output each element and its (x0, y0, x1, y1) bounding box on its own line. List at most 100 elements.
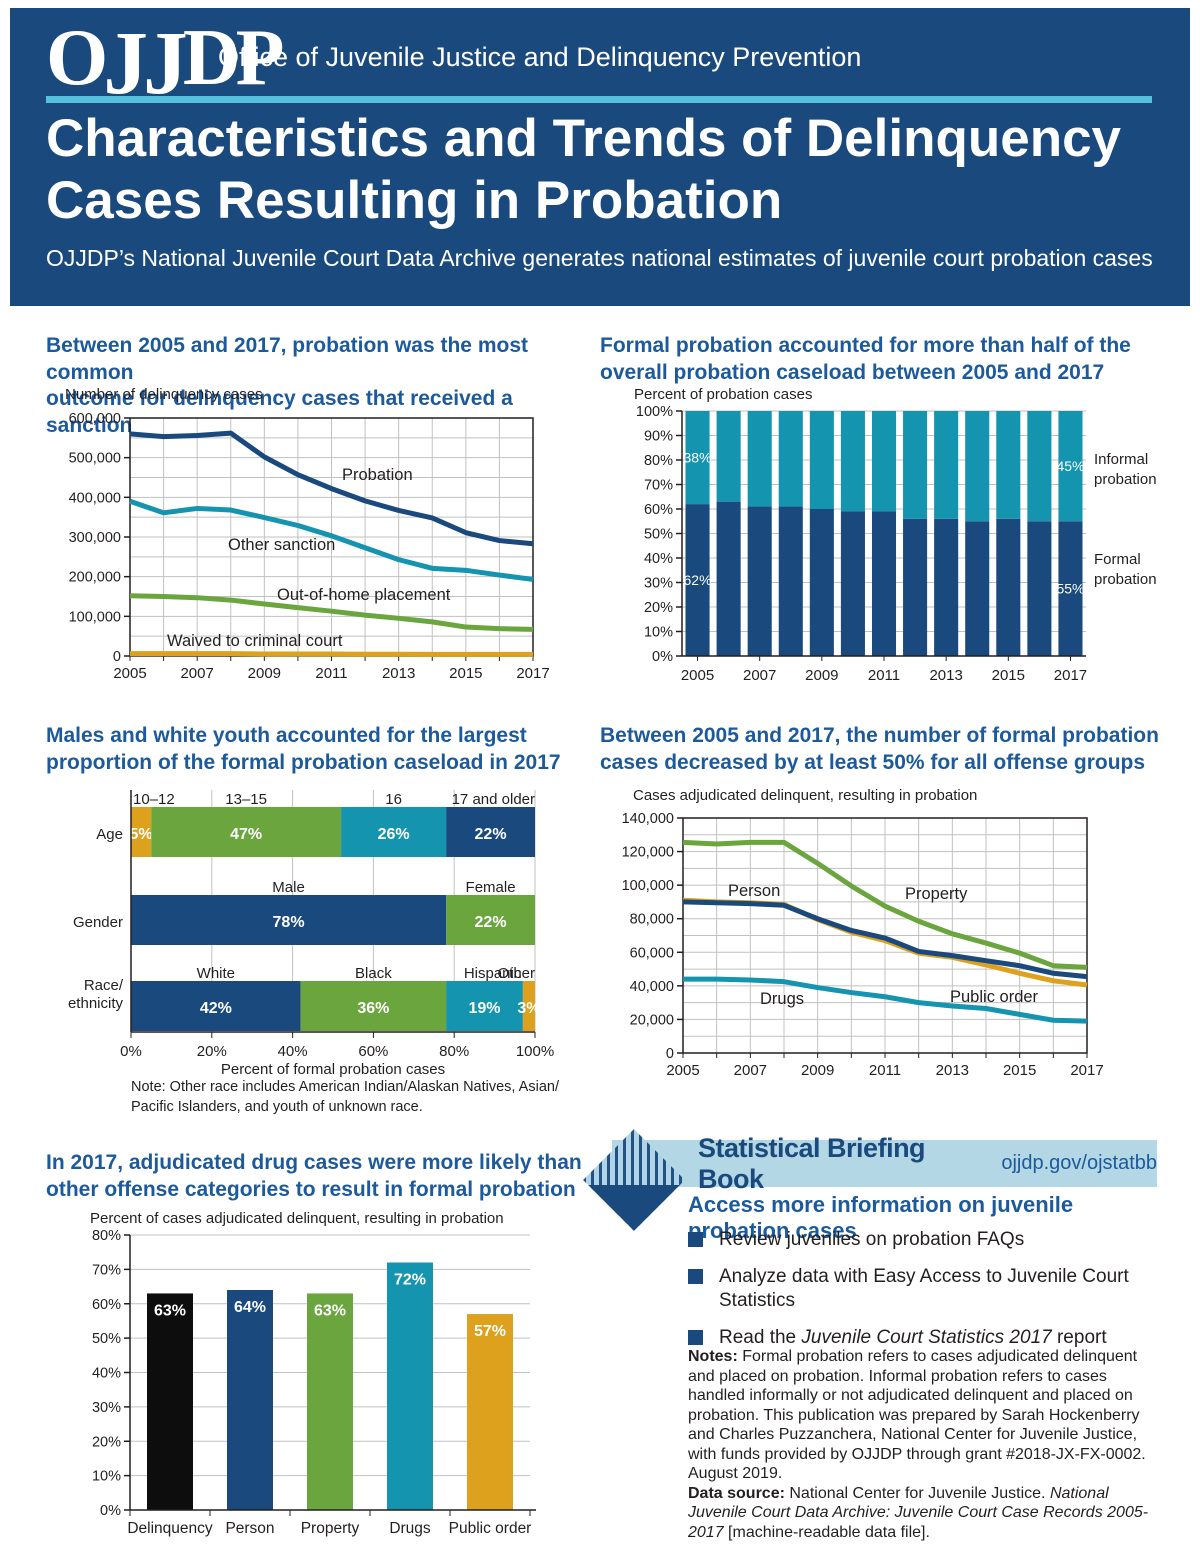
svg-text:40%: 40% (644, 551, 673, 567)
svg-text:500,000: 500,000 (69, 451, 121, 467)
svg-text:100,000: 100,000 (69, 609, 121, 625)
svg-text:2015: 2015 (449, 665, 482, 682)
page-subtitle: OJJDP’s National Juvenile Court Data Arc… (46, 245, 1153, 271)
heading-demographics: Males and white youth accounted for the … (46, 724, 561, 774)
bullet-square-icon (688, 1268, 703, 1284)
svg-text:120,000: 120,000 (622, 845, 674, 861)
svg-text:50%: 50% (644, 527, 673, 543)
svg-text:100,000: 100,000 (622, 878, 674, 894)
svg-text:Public order: Public order (950, 988, 1039, 1006)
heading-sanction-trends: Between 2005 and 2017, probation was the… (46, 334, 528, 437)
svg-text:Male: Male (272, 879, 305, 896)
briefing-book-tagline: Access more information on juvenile prob… (688, 1192, 1074, 1243)
svg-text:20,000: 20,000 (630, 1012, 674, 1028)
svg-text:17 and older: 17 and older (452, 791, 535, 808)
formal-informal-stacked-chart: 38% 62% 45% 55% 0% 10% 20% 30% 40% 50% 60% 70% 80% 90… (600, 380, 1180, 695)
demographics-hbar-chart: Age 5% 10–12 47% 13–15 26% 16 22% 17 and older Ge… (46, 782, 566, 1082)
bullet-square-icon (688, 1329, 703, 1345)
svg-text:Probation: Probation (342, 466, 413, 484)
svg-text:Age: Age (96, 826, 123, 843)
svg-text:400,000: 400,000 (69, 490, 121, 506)
svg-text:2013: 2013 (382, 665, 415, 682)
svg-text:80%: 80% (644, 453, 673, 469)
svg-text:50%: 50% (92, 1331, 121, 1347)
svg-text:2007: 2007 (743, 667, 776, 684)
svg-text:0%: 0% (100, 1503, 121, 1519)
svg-text:2005: 2005 (681, 667, 714, 684)
svg-text:2013: 2013 (929, 667, 962, 684)
svg-text:70%: 70% (644, 478, 673, 494)
logo-letters-dp: DP (182, 14, 285, 102)
svg-text:70%: 70% (92, 1262, 121, 1278)
svg-text:2015: 2015 (992, 667, 1025, 684)
bullet-text: Analyze data with Easy Access to Juvenil… (719, 1265, 1129, 1311)
ojjdp-logo: OJJDP (46, 10, 285, 108)
bullet-probation-faqs: Review juveniles on probation FAQs (688, 1228, 1158, 1252)
svg-text:20%: 20% (92, 1434, 121, 1450)
svg-text:probation: probation (1094, 471, 1157, 488)
svg-text:2011: 2011 (868, 667, 900, 684)
svg-text:Cases adjudicated delinquent,: Cases adjudicated delinquent, resulting … (633, 787, 977, 804)
heading-offense-trends: Between 2005 and 2017, the number of for… (600, 724, 1159, 774)
report-title-italic: Juvenile Court Statistics 2017 (801, 1326, 1052, 1348)
svg-text:2007: 2007 (734, 1062, 767, 1079)
svg-text:40%: 40% (92, 1366, 121, 1382)
svg-text:Informal: Informal (1094, 451, 1148, 468)
svg-text:20%: 20% (197, 1043, 227, 1060)
svg-text:80%: 80% (439, 1043, 469, 1060)
page-title-line1: Characteristics and Trends of Delinquenc… (46, 109, 1122, 168)
svg-text:20%: 20% (644, 600, 673, 616)
svg-text:2011: 2011 (869, 1062, 901, 1079)
svg-text:10%: 10% (644, 625, 673, 641)
svg-text:Drugs: Drugs (389, 1520, 431, 1537)
svg-text:Race/: Race/ (84, 977, 124, 994)
briefing-book-title: Statistical Briefing Book (698, 1132, 926, 1194)
svg-text:Waived to criminal court: Waived to criminal court (167, 632, 343, 650)
svg-text:100%: 100% (516, 1043, 554, 1060)
statistical-briefing-book-section: Statistical Briefing Book ojjdp.gov/ojst… (580, 1128, 1157, 1552)
briefing-book-banner: Statistical Briefing Book ojjdp.gov/ojst… (612, 1133, 1157, 1194)
svg-text:0%: 0% (652, 649, 673, 665)
svg-text:Public order: Public order (449, 1520, 532, 1537)
svg-text:2017: 2017 (1054, 667, 1087, 684)
svg-text:40%: 40% (278, 1043, 308, 1060)
bullet-jcs-report: Read the Juvenile Court Statistics 2017 … (688, 1326, 1158, 1350)
svg-text:Out-of-home placement: Out-of-home placement (277, 586, 451, 604)
masthead: OJJDP Office of Juvenile Justice and Del… (10, 8, 1190, 306)
briefing-book-url-link[interactable]: ojjdp.gov/ojstatbb (1001, 1152, 1157, 1174)
data-source-citation-italic: National Juvenile Court Data Archive: Ju… (688, 1484, 1149, 1541)
svg-text:10–12: 10–12 (133, 791, 175, 808)
svg-text:Other sanction: Other sanction (228, 536, 335, 554)
svg-text:80%: 80% (92, 1228, 121, 1244)
svg-text:Formal: Formal (1094, 551, 1141, 568)
svg-text:60%: 60% (92, 1297, 121, 1313)
svg-text:60,000: 60,000 (630, 945, 674, 961)
logo-letters-jj: JJ (103, 14, 188, 113)
svg-text:40,000: 40,000 (630, 979, 674, 995)
svg-text:2009: 2009 (805, 667, 838, 684)
logo-letter-o: O (46, 14, 108, 102)
demographics-note: Note: Other race includes American India… (131, 1079, 559, 1115)
svg-text:Percent of probation cases: Percent of probation cases (634, 386, 812, 403)
svg-text:2011: 2011 (315, 665, 347, 682)
heading-formal-informal: Formal probation accounted for more than… (600, 334, 1131, 384)
svg-text:Female: Female (466, 879, 516, 896)
sanction-outcomes-line-chart: 0 100,000 200,000 300,000 400,000 500,000 600,… (46, 380, 566, 695)
masthead-rule (46, 96, 1152, 103)
svg-text:30%: 30% (92, 1400, 121, 1416)
svg-text:140,000: 140,000 (622, 811, 674, 827)
svg-text:0: 0 (666, 1046, 674, 1062)
svg-text:probation: probation (1094, 571, 1157, 588)
svg-text:Gender: Gender (73, 914, 123, 931)
data-source-label: Data source: (688, 1484, 785, 1502)
svg-text:2007: 2007 (180, 665, 213, 682)
notes-text: Notes: Formal probation refers to cases … (688, 1348, 1149, 1541)
bullet-square-icon (688, 1232, 703, 1247)
page-title-line2: Cases Resulting in Probation (46, 171, 783, 230)
heading-offense-probation-pct: In 2017, adjudicated drug cases were mor… (46, 1151, 582, 1201)
svg-text:200,000: 200,000 (69, 570, 121, 586)
bullet-text: Review juveniles on probation FAQs (719, 1229, 1025, 1250)
svg-text:Other: Other (497, 965, 535, 982)
svg-text:10%: 10% (92, 1469, 121, 1485)
svg-text:0%: 0% (120, 1043, 142, 1060)
